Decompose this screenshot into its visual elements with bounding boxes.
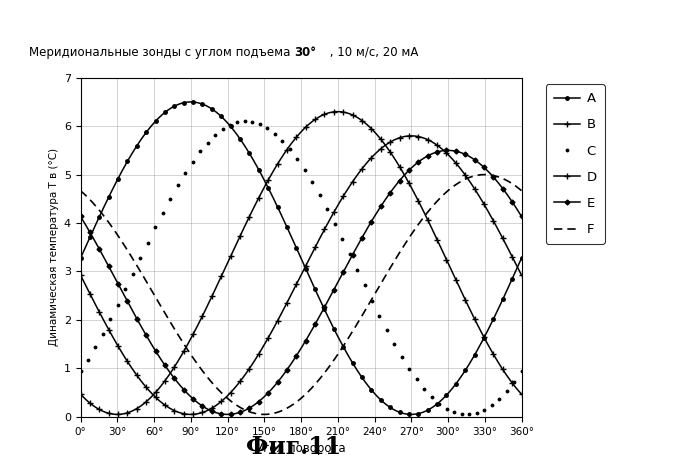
Text: 30°: 30° [294,46,316,59]
Y-axis label: Динамическая температура Т в (°С): Динамическая температура Т в (°С) [50,148,60,346]
Text: Фиг.11: Фиг.11 [246,435,342,459]
Text: Меридиональные зонды с углом подъема: Меридиональные зонды с углом подъема [29,46,294,59]
X-axis label: Угол поворота: Угол поворота [256,442,346,455]
Text: , 10 м/с, 20 мА: , 10 м/с, 20 мА [326,46,418,59]
Legend: A, B, C, D, E, F: A, B, C, D, E, F [546,84,605,244]
